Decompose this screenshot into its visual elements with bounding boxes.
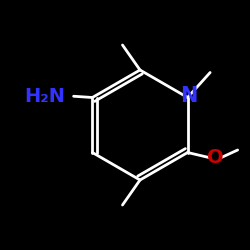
Text: H₂N: H₂N [24, 87, 65, 106]
Text: O: O [207, 148, 224, 167]
Text: N: N [180, 86, 198, 106]
